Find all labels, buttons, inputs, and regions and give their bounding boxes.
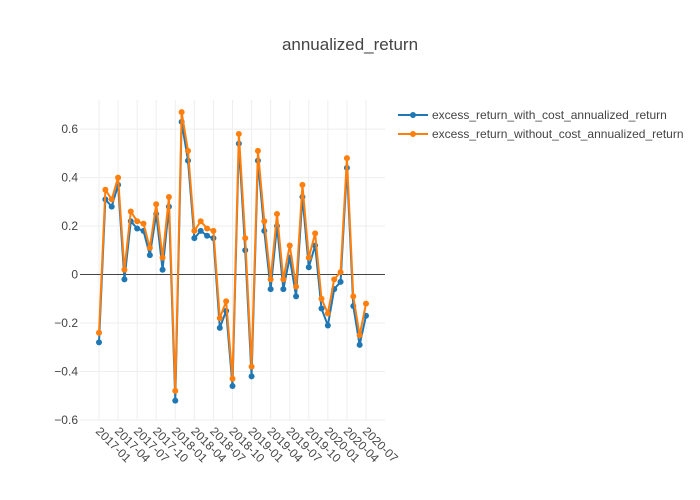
series-2-point bbox=[197, 218, 204, 225]
series-1-point bbox=[293, 293, 300, 300]
y-tick-label: 0 bbox=[71, 268, 78, 282]
series-1-point bbox=[108, 203, 115, 210]
series-2-point bbox=[299, 181, 306, 188]
series-2-point bbox=[293, 283, 300, 290]
series-2-point bbox=[216, 315, 223, 322]
legend-item-1[interactable]: excess_return_with_cost_annualized_retur… bbox=[398, 108, 667, 122]
series-2-point bbox=[280, 276, 287, 283]
y-tick-label: −0.2 bbox=[54, 316, 78, 330]
series-2-point bbox=[229, 375, 236, 382]
series-2-point bbox=[356, 332, 363, 339]
series-2-point bbox=[254, 147, 261, 154]
series-1-point bbox=[280, 286, 287, 293]
series-2-point bbox=[350, 293, 357, 300]
series-1-point bbox=[305, 264, 312, 271]
y-tick-label: −0.4 bbox=[54, 365, 78, 379]
series-2-point bbox=[146, 244, 153, 251]
legend-item-2[interactable]: excess_return_without_cost_annualized_re… bbox=[398, 127, 684, 141]
series-2-point bbox=[134, 218, 141, 225]
series-2-point bbox=[204, 225, 211, 232]
chart-title: annualized_return bbox=[282, 35, 418, 54]
series-2-point bbox=[242, 235, 249, 242]
series-2-point bbox=[312, 230, 319, 237]
series-1-point bbox=[191, 235, 198, 242]
series-1-point bbox=[267, 286, 274, 293]
series-1-point bbox=[356, 341, 363, 348]
legend[interactable]: excess_return_with_cost_annualized_retur… bbox=[398, 108, 684, 141]
series-1-point bbox=[159, 266, 166, 273]
series-2-point bbox=[127, 208, 134, 215]
legend-marker bbox=[410, 112, 416, 118]
series-1-point bbox=[172, 397, 179, 404]
series-2-point bbox=[261, 218, 268, 225]
grid bbox=[80, 100, 385, 421]
y-tick-label: 0.6 bbox=[61, 122, 78, 136]
series-2-point bbox=[223, 298, 230, 305]
series-2-point bbox=[185, 147, 191, 154]
series-2-point bbox=[140, 220, 147, 227]
series-1-point bbox=[134, 225, 141, 232]
series-2-point bbox=[337, 269, 344, 276]
series-2-point bbox=[235, 130, 242, 137]
series-2-point bbox=[153, 201, 160, 208]
series-2-point bbox=[267, 276, 274, 283]
series-2-point bbox=[331, 276, 338, 283]
series-1-point bbox=[121, 276, 128, 283]
series-1-point bbox=[96, 339, 102, 346]
y-tick-label: 0.4 bbox=[61, 171, 78, 185]
series-2-point bbox=[305, 254, 312, 261]
series-2-point bbox=[274, 210, 280, 217]
series-2-point bbox=[286, 242, 293, 249]
series-2-point bbox=[178, 109, 185, 116]
series-2-point bbox=[172, 387, 179, 394]
series-1-point bbox=[216, 324, 223, 331]
series-2-point bbox=[108, 196, 115, 203]
legend-label: excess_return_without_cost_annualized_re… bbox=[432, 127, 684, 141]
axes: 2017-012017-042017-072017-102018-012018-… bbox=[54, 122, 401, 465]
series-2-point bbox=[210, 227, 217, 234]
series-layer bbox=[96, 109, 369, 404]
series-1-point bbox=[337, 278, 344, 285]
y-tick-label: 0.2 bbox=[61, 219, 78, 233]
series-2-point bbox=[363, 300, 369, 307]
series-1-point bbox=[318, 305, 325, 312]
series-2-point bbox=[102, 186, 109, 193]
series-1-point bbox=[197, 227, 204, 234]
y-tick-label: −0.6 bbox=[54, 413, 78, 427]
series-2-point bbox=[159, 254, 166, 261]
series-1-point bbox=[324, 322, 331, 329]
series-2-point bbox=[248, 363, 255, 370]
series-2-point bbox=[324, 310, 331, 317]
legend-label: excess_return_with_cost_annualized_retur… bbox=[432, 108, 667, 122]
series-1-point bbox=[204, 232, 211, 239]
series-2-point bbox=[115, 174, 122, 181]
series-1-point bbox=[248, 373, 255, 380]
series-1-point bbox=[229, 383, 236, 390]
series-2-point bbox=[191, 227, 198, 234]
legend-marker bbox=[410, 131, 416, 137]
series-2-point bbox=[121, 266, 128, 273]
series-2-point bbox=[96, 329, 102, 336]
series-2-point bbox=[165, 193, 172, 200]
series-2-point bbox=[343, 155, 350, 162]
series-2-point bbox=[318, 295, 325, 302]
series-1-point bbox=[146, 252, 153, 259]
